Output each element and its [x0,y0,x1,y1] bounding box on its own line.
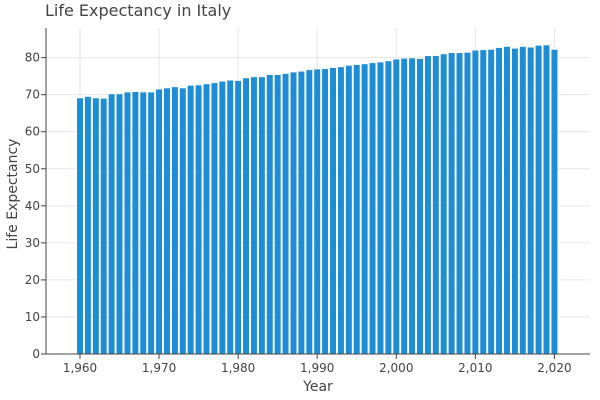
bar-1989 [305,69,313,355]
bar-1996 [361,63,369,355]
axes-layer [45,28,590,355]
bar-1993 [337,66,345,355]
bar-1983 [258,76,266,355]
bar-1987 [289,71,297,355]
bar-2002 [408,57,416,355]
bar-1965 [116,93,124,355]
bar-2008 [456,52,464,355]
bar-1961 [84,96,92,355]
y-tick-label: 80 [25,51,40,65]
bar-1963 [100,98,108,355]
bar-1988 [297,71,305,355]
bar-1966 [123,91,131,355]
bar-2009 [463,52,471,355]
bar-1986 [282,73,290,355]
bar-1967 [131,91,139,355]
y-tick-label: 20 [25,273,40,287]
bar-2013 [495,47,503,355]
bar-1998 [376,61,384,355]
bar-2015 [511,48,519,355]
bar-2016 [519,46,527,355]
bar-2019 [543,44,551,355]
bar-1970 [155,88,163,355]
bar-2007 [448,52,456,355]
bar-1991 [321,68,329,355]
x-tick-label: 1,970 [142,361,176,375]
bar-2006 [440,53,448,355]
x-tick-label: 2,020 [537,361,571,375]
bar-1979 [226,79,234,355]
bar-2005 [432,55,440,355]
bar-2012 [487,49,495,355]
bar-2011 [479,49,487,355]
bar-2004 [424,55,432,355]
bar-2003 [416,58,424,355]
y-tick-label: 70 [25,88,40,102]
bar-1968 [139,91,147,355]
bar-1981 [242,77,250,355]
y-tick-label: 50 [25,162,40,176]
bar-2001 [400,58,408,355]
bar-1972 [171,86,179,355]
chart-title: Life Expectancy in Italy [45,1,231,20]
y-tick-label: 10 [25,310,40,324]
bar-1976 [203,83,211,355]
bar-1960 [76,97,84,355]
bar-1969 [147,91,155,355]
bar-1999 [384,60,392,355]
y-tick-label: 40 [25,199,40,213]
bar-1984 [266,74,274,355]
bars-layer [76,44,558,355]
x-tick-label: 1,960 [63,361,97,375]
bar-2017 [527,47,535,355]
bar-1975 [195,84,203,355]
bar-1990 [313,68,321,355]
x-tick-label: 2,010 [458,361,492,375]
x-tick-label: 1,980 [221,361,255,375]
x-tick-label: 1,990 [300,361,334,375]
ticks-layer: 0 10 20 30 40 50 60 70 80 1,960 1,970 1,980 1,990 2,0… [25,51,572,375]
bar-1974 [187,85,195,355]
bar-1997 [369,62,377,355]
bar-1982 [250,76,258,355]
bar-1971 [163,87,171,355]
bar-1985 [274,74,282,355]
x-axis-label: Year [302,379,333,395]
bar-2000 [392,58,400,355]
bar-1973 [179,87,187,355]
bar-2010 [471,49,479,355]
bar-2020 [550,49,558,355]
y-tick-label: 30 [25,236,40,250]
y-tick-label: 60 [25,125,40,139]
x-tick-label: 2,000 [379,361,413,375]
bar-2014 [503,46,511,355]
bar-1980 [234,80,242,355]
bar-1977 [210,82,218,355]
y-tick-label: 0 [32,347,40,361]
y-axis-label: Life Expectancy [5,139,21,250]
bar-1994 [345,65,353,355]
bar-1962 [92,97,100,355]
bar-1978 [218,81,226,355]
bar-1995 [353,64,361,355]
bar-1964 [108,93,116,355]
bar-2018 [535,45,543,355]
bar-1992 [329,67,337,355]
